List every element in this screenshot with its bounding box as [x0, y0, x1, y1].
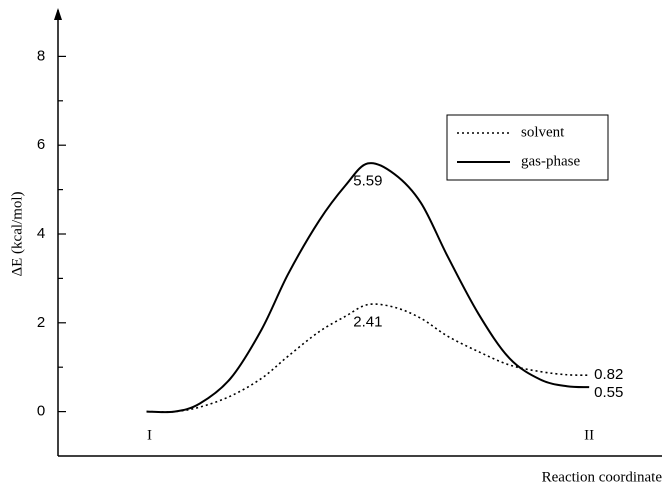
- data-label: 5.59: [353, 172, 382, 189]
- data-label: 2.41: [353, 314, 382, 331]
- y-tick-label: 6: [37, 136, 45, 153]
- y-axis-arrow: [54, 8, 62, 20]
- annotation: I: [147, 427, 152, 443]
- series-line: [146, 162, 590, 414]
- y-tick-label: 4: [37, 225, 45, 242]
- legend-label: solvent: [521, 124, 565, 140]
- legend-label: gas-phase: [521, 153, 580, 169]
- y-tick-label: 0: [37, 403, 45, 420]
- annotation: II: [584, 427, 594, 443]
- series-line: [146, 303, 590, 413]
- y-tick-label: 8: [37, 47, 45, 64]
- y-tick-label: 2: [37, 314, 45, 331]
- x-axis-label: Reaction coordinate: [542, 469, 663, 485]
- data-label: 0.55: [594, 384, 623, 401]
- y-axis-label: ΔE (kcal/mol): [9, 191, 25, 276]
- data-label: 0.82: [594, 366, 623, 383]
- legend-box: [446, 114, 609, 181]
